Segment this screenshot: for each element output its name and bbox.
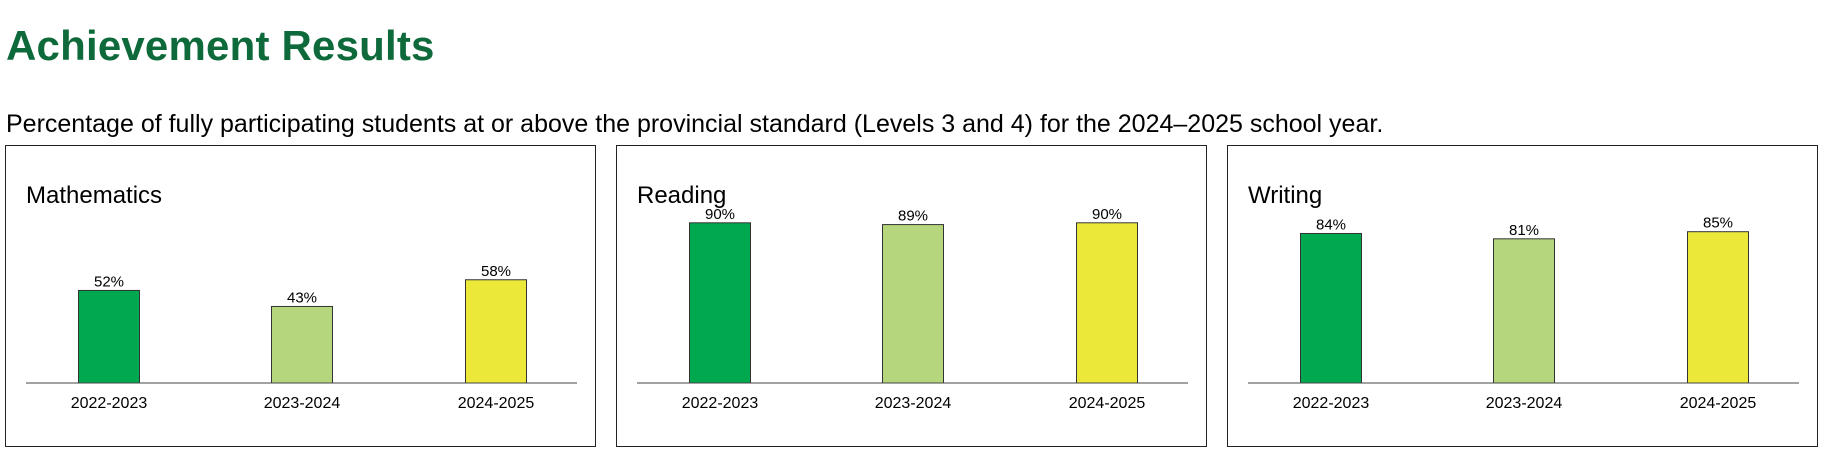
bar-2023-2024 [1493, 238, 1555, 384]
category-label: 2023-2024 [875, 395, 952, 412]
bar-2024-2025 [1687, 231, 1749, 384]
value-label: 58% [481, 263, 511, 280]
category-label: 2022-2023 [71, 395, 148, 412]
bar-2022-2023 [1300, 232, 1362, 384]
chart-panel-writing: Writing 84% 2022-2023 81% 2023-2024 85% 2024-… [1227, 145, 1818, 447]
bar-2023-2024 [271, 305, 333, 384]
chart-panel-reading: Reading 90% 2022-2023 89% 2023-2024 90% 2024-… [616, 145, 1207, 447]
category-label: 2023-2024 [1486, 395, 1563, 412]
value-label: 90% [705, 206, 735, 223]
page-subtitle: Percentage of fully participating studen… [6, 110, 1384, 138]
value-label: 52% [94, 273, 124, 290]
category-label: 2024-2025 [1680, 395, 1757, 412]
value-label: 84% [1316, 216, 1346, 233]
bar-2023-2024 [882, 224, 944, 384]
bar-chart: 90% 2022-2023 89% 2023-2024 90% 2024-2025 [637, 206, 1188, 412]
chart-panel-mathematics: Mathematics 52% 2022-2023 43% 2023-2024 58% 2… [5, 145, 596, 447]
page-title: Achievement Results [6, 22, 435, 69]
bar-2024-2025 [1076, 222, 1138, 384]
value-label: 89% [898, 208, 928, 225]
value-label: 81% [1509, 222, 1539, 239]
chart-title: Mathematics [26, 182, 163, 209]
bar-chart: 52% 2022-2023 43% 2023-2024 58% 2024-2025 [26, 263, 577, 412]
bar-2024-2025 [465, 279, 527, 384]
bar-2022-2023 [78, 289, 140, 384]
category-label: 2022-2023 [1293, 395, 1370, 412]
category-label: 2022-2023 [682, 395, 759, 412]
chart-title: Writing [1248, 182, 1323, 209]
category-label: 2024-2025 [458, 395, 535, 412]
value-label: 43% [287, 289, 317, 306]
category-label: 2024-2025 [1069, 395, 1146, 412]
bar-2022-2023 [689, 222, 751, 384]
category-label: 2023-2024 [264, 395, 341, 412]
value-label: 85% [1703, 215, 1733, 232]
chart-title: Reading [637, 182, 727, 209]
bar-chart: 84% 2022-2023 81% 2023-2024 85% 2024-2025 [1248, 215, 1799, 412]
value-label: 90% [1092, 206, 1122, 223]
